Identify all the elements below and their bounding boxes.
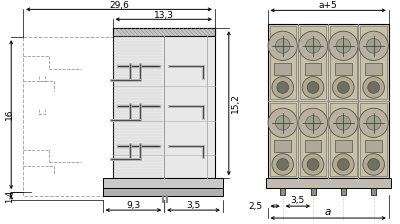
Circle shape [298,31,328,60]
Circle shape [336,39,351,53]
Polygon shape [112,28,215,36]
Polygon shape [365,63,382,75]
Circle shape [359,108,388,138]
Text: 2,5: 2,5 [248,202,263,211]
Text: a+5: a+5 [319,1,338,10]
Polygon shape [266,178,391,188]
Circle shape [302,77,324,98]
Polygon shape [360,26,387,99]
Polygon shape [270,26,296,99]
Polygon shape [330,26,356,99]
Text: 9,3: 9,3 [126,201,140,210]
Circle shape [329,108,358,138]
Circle shape [368,159,380,170]
Circle shape [307,159,319,170]
Circle shape [272,77,294,98]
Circle shape [329,31,358,60]
Polygon shape [365,140,382,152]
Polygon shape [341,188,346,195]
Polygon shape [310,188,316,195]
Polygon shape [330,103,356,176]
Polygon shape [360,103,387,176]
Polygon shape [305,63,321,75]
Circle shape [332,154,354,175]
Circle shape [368,82,380,93]
Text: 3,5: 3,5 [291,196,305,205]
Circle shape [332,77,354,98]
Circle shape [307,82,319,93]
Circle shape [338,82,349,93]
Text: 1,4: 1,4 [5,190,14,203]
Text: 13,3: 13,3 [154,11,174,20]
Circle shape [276,39,290,53]
Polygon shape [103,178,223,188]
Circle shape [268,31,297,60]
Circle shape [306,39,320,53]
Polygon shape [335,140,352,152]
Polygon shape [300,103,326,176]
Text: 29,6: 29,6 [109,1,129,10]
Polygon shape [305,140,321,152]
Polygon shape [268,24,389,178]
Circle shape [268,108,297,138]
Polygon shape [371,188,376,195]
Circle shape [272,154,294,175]
Circle shape [336,116,351,130]
Polygon shape [274,63,291,75]
Text: 16: 16 [5,109,14,121]
Polygon shape [270,103,296,176]
Circle shape [306,116,320,130]
Polygon shape [103,188,223,196]
Text: 3,5: 3,5 [186,201,201,210]
Polygon shape [280,188,285,195]
Circle shape [366,39,381,53]
Text: a: a [325,207,331,217]
Circle shape [276,116,290,130]
Circle shape [302,154,324,175]
Text: 15,2: 15,2 [231,93,240,113]
Polygon shape [274,140,291,152]
Circle shape [366,116,381,130]
Circle shape [277,82,289,93]
Polygon shape [112,28,215,178]
Circle shape [277,159,289,170]
Polygon shape [300,26,326,99]
Circle shape [363,77,384,98]
Polygon shape [335,63,352,75]
Circle shape [363,154,384,175]
Circle shape [338,159,349,170]
Circle shape [359,31,388,60]
Circle shape [298,108,328,138]
